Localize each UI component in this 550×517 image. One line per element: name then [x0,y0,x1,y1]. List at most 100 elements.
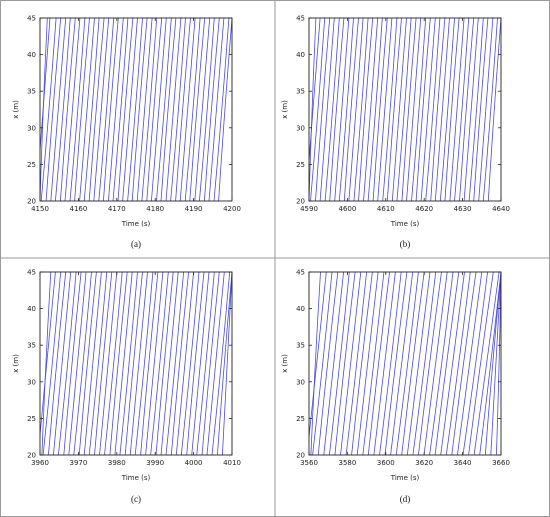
panel-caption: (a) [131,239,141,249]
trajectory-line [373,272,396,455]
trajectory-line [439,18,455,201]
y-tick-label: 30 [296,378,305,386]
trajectory-line [484,272,501,455]
trajectory-line [338,18,354,201]
trajectory-line [150,272,169,455]
trajectory-line [194,18,211,201]
x-tick-label: 3660 [492,459,510,467]
trajectory-line [160,18,177,201]
y-tick-label: 25 [296,161,305,169]
x-axis-label: Time (s) [121,220,151,228]
trajectory-line [454,18,470,201]
trajectory-line [108,18,124,201]
y-tick-label: 25 [27,415,36,423]
trajectory-line [434,18,450,201]
trajectory-line [99,272,118,455]
trajectory-line [340,272,362,455]
trajectory-line [362,272,385,455]
trajectory-line [134,272,154,455]
x-tick-label: 4590 [300,205,318,213]
x-axis-label: Time (s) [390,220,420,228]
y-tick-label: 40 [27,51,36,59]
trajectory-line [310,272,321,455]
y-tick-label: 20 [27,198,36,206]
x-tick-label: 3980 [108,459,126,467]
trajectory-line [396,18,412,201]
x-axis-label: Time (s) [121,474,151,482]
trajectory-line [384,272,408,455]
trajectories [40,18,232,201]
trajectory-line [415,18,431,201]
trajectory-line [468,272,494,455]
trajectory-line [430,18,446,201]
trajectory-line [391,18,407,201]
trajectory-line [213,18,230,201]
trajectory-line [457,272,483,455]
y-tick-label: 20 [27,452,36,460]
trajectory-line [127,18,143,201]
trajectory-line [379,272,402,455]
x-tick-label: 3580 [338,459,356,467]
x-tick-label: 4200 [223,205,241,213]
trajectory-line [386,18,402,201]
trajectory-line [401,18,417,201]
trajectory-line [412,272,437,455]
trajectory-line [55,18,71,201]
trajectory-line [53,272,72,455]
trajectory-line [482,18,498,201]
trajectory-line [445,272,471,455]
trajectory-line [329,18,345,201]
trajectory-line [449,18,465,201]
x-tick-label: 4170 [108,205,126,213]
trajectory-line [468,18,484,201]
x-tick-label: 4620 [415,205,433,213]
trajectory-line [217,272,232,455]
trajectory-line [40,272,56,440]
y-tick-label: 45 [27,269,36,277]
trajectory-line [58,272,77,455]
x-tick-label: 4630 [454,205,472,213]
x-tick-label: 4610 [377,205,395,213]
trajectory-line [140,272,159,455]
y-tick-label: 25 [296,415,305,423]
trajectory-line [204,18,220,201]
trajectory-line [155,272,174,455]
trajectory-line [74,18,90,201]
trajectory-line [78,272,97,455]
trajectory-line [201,272,220,455]
trajectory-line [463,18,479,201]
trajectory-line [175,18,191,201]
y-tick-label: 30 [27,378,36,386]
trajectory-line [406,272,431,455]
trajectory-line [103,18,119,201]
plot-frame [39,17,233,202]
trajectory-line [323,272,344,455]
trajectory-line [312,272,333,455]
chart-panel-b: 4590 4600 4610 4620 4630 4640 20 25 30 35 40 45 Time… [281,15,510,250]
y-axis-label: x (m) [12,100,20,119]
trajectory-line [490,272,501,455]
trajectory-line [104,272,123,455]
trajectory-line [160,272,179,455]
trajectory-line [83,18,100,201]
y-tick-label: 20 [296,452,305,460]
y-tick-label: 40 [296,305,305,313]
panel-caption: (d) [400,494,411,504]
x-tick-label: 3560 [300,459,318,467]
x-tick-label: 4000 [185,459,203,467]
y-tick-label: 35 [27,88,36,96]
trajectory-line [479,272,501,455]
y-axis-label: x (m) [281,354,289,373]
trajectory-line [372,18,388,201]
x-tick-label: 4190 [185,205,203,213]
trajectory-line [367,18,383,201]
trajectory-line [319,18,335,201]
trajectory-line [170,272,189,455]
y-tick-label: 30 [27,124,36,132]
trajectory-line [88,272,108,455]
trajectory-line [309,272,327,441]
y-tick-label: 40 [27,305,36,313]
trajectory-line [406,18,422,201]
x-tick-label: 3990 [146,459,164,467]
